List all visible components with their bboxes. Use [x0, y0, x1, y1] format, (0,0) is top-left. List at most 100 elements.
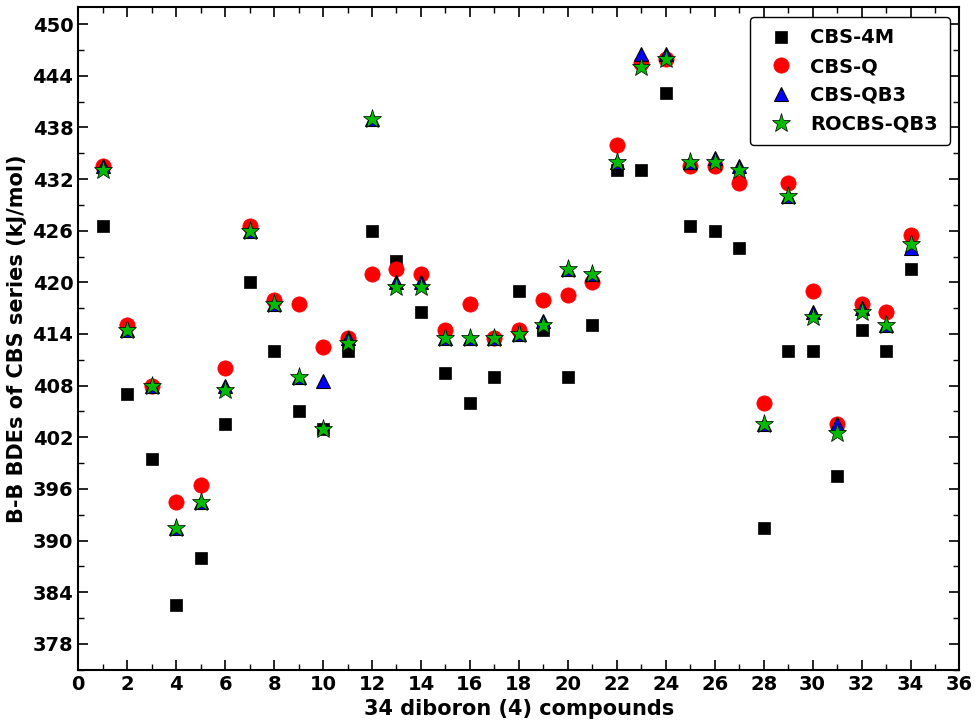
CBS-QB3: [416, 278, 427, 287]
ROCBS-QB3: [195, 497, 207, 506]
ROCBS-QB3: [856, 308, 867, 317]
CBS-Q: [562, 291, 573, 300]
CBS-QB3: [537, 317, 549, 325]
CBS-Q: [537, 295, 549, 304]
CBS-QB3: [195, 497, 207, 506]
CBS-Q: [611, 140, 622, 149]
CBS-4M: [171, 600, 182, 609]
CBS-4M: [97, 222, 109, 231]
ROCBS-QB3: [537, 321, 549, 330]
Y-axis label: B-B BDEs of CBS series (kJ/mol): B-B BDEs of CBS series (kJ/mol): [7, 154, 26, 523]
CBS-4M: [269, 347, 280, 356]
CBS-QB3: [269, 300, 280, 309]
CBS-QB3: [97, 162, 109, 171]
CBS-4M: [635, 166, 647, 175]
CBS-QB3: [733, 162, 745, 171]
CBS-QB3: [905, 243, 916, 252]
CBS-QB3: [709, 153, 720, 162]
CBS-Q: [684, 162, 696, 171]
CBS-QB3: [367, 115, 378, 123]
ROCBS-QB3: [733, 166, 745, 175]
ROCBS-QB3: [660, 54, 671, 63]
CBS-QB3: [611, 158, 622, 166]
ROCBS-QB3: [391, 282, 403, 291]
CBS-4M: [537, 325, 549, 334]
CBS-QB3: [342, 334, 354, 343]
CBS-4M: [782, 347, 794, 356]
X-axis label: 34 diboron (4) compounds: 34 diboron (4) compounds: [364, 699, 674, 719]
CBS-Q: [709, 162, 720, 171]
CBS-4M: [660, 89, 671, 97]
CBS-QB3: [122, 325, 133, 334]
CBS-Q: [635, 59, 647, 68]
CBS-4M: [367, 227, 378, 235]
ROCBS-QB3: [342, 338, 354, 347]
ROCBS-QB3: [220, 386, 231, 394]
CBS-Q: [367, 269, 378, 278]
ROCBS-QB3: [244, 227, 256, 235]
CBS-QB3: [220, 381, 231, 390]
ROCBS-QB3: [367, 115, 378, 123]
ROCBS-QB3: [416, 282, 427, 291]
CBS-QB3: [464, 334, 475, 343]
ROCBS-QB3: [611, 158, 622, 166]
CBS-4M: [709, 227, 720, 235]
CBS-QB3: [807, 308, 818, 317]
CBS-Q: [880, 308, 892, 317]
CBS-QB3: [318, 377, 329, 386]
CBS-4M: [488, 372, 500, 381]
CBS-QB3: [635, 50, 647, 59]
Line: CBS-QB3: CBS-QB3: [96, 47, 917, 534]
ROCBS-QB3: [122, 325, 133, 334]
CBS-4M: [513, 287, 524, 295]
CBS-QB3: [856, 303, 867, 312]
CBS-Q: [464, 300, 475, 309]
CBS-4M: [464, 399, 475, 407]
ROCBS-QB3: [293, 372, 305, 381]
CBS-Q: [856, 300, 867, 309]
ROCBS-QB3: [97, 166, 109, 175]
CBS-Q: [488, 334, 500, 343]
Line: CBS-4M: CBS-4M: [96, 87, 916, 611]
CBS-QB3: [244, 227, 256, 235]
CBS-Q: [807, 287, 818, 295]
CBS-Q: [831, 420, 843, 429]
CBS-4M: [416, 308, 427, 317]
ROCBS-QB3: [831, 428, 843, 437]
CBS-Q: [97, 162, 109, 171]
CBS-4M: [586, 321, 598, 330]
Line: ROCBS-QB3: ROCBS-QB3: [93, 49, 920, 537]
ROCBS-QB3: [269, 300, 280, 309]
ROCBS-QB3: [782, 192, 794, 200]
ROCBS-QB3: [440, 334, 452, 343]
CBS-Q: [146, 381, 158, 390]
CBS-4M: [342, 347, 354, 356]
CBS-4M: [758, 523, 769, 532]
CBS-4M: [318, 424, 329, 433]
CBS-Q: [782, 179, 794, 188]
CBS-QB3: [513, 330, 524, 338]
CBS-Q: [293, 300, 305, 309]
CBS-4M: [611, 166, 622, 175]
ROCBS-QB3: [464, 334, 475, 343]
CBS-4M: [391, 256, 403, 265]
ROCBS-QB3: [488, 334, 500, 343]
ROCBS-QB3: [709, 158, 720, 166]
CBS-QB3: [391, 278, 403, 287]
CBS-Q: [733, 179, 745, 188]
ROCBS-QB3: [146, 381, 158, 390]
ROCBS-QB3: [562, 265, 573, 274]
CBS-4M: [807, 347, 818, 356]
CBS-QB3: [440, 334, 452, 343]
CBS-Q: [905, 231, 916, 240]
ROCBS-QB3: [171, 523, 182, 532]
CBS-4M: [440, 368, 452, 377]
CBS-4M: [293, 407, 305, 416]
CBS-Q: [391, 265, 403, 274]
CBS-4M: [733, 243, 745, 252]
CBS-4M: [562, 372, 573, 381]
ROCBS-QB3: [684, 158, 696, 166]
CBS-Q: [758, 399, 769, 407]
CBS-QB3: [831, 420, 843, 429]
CBS-4M: [684, 222, 696, 231]
